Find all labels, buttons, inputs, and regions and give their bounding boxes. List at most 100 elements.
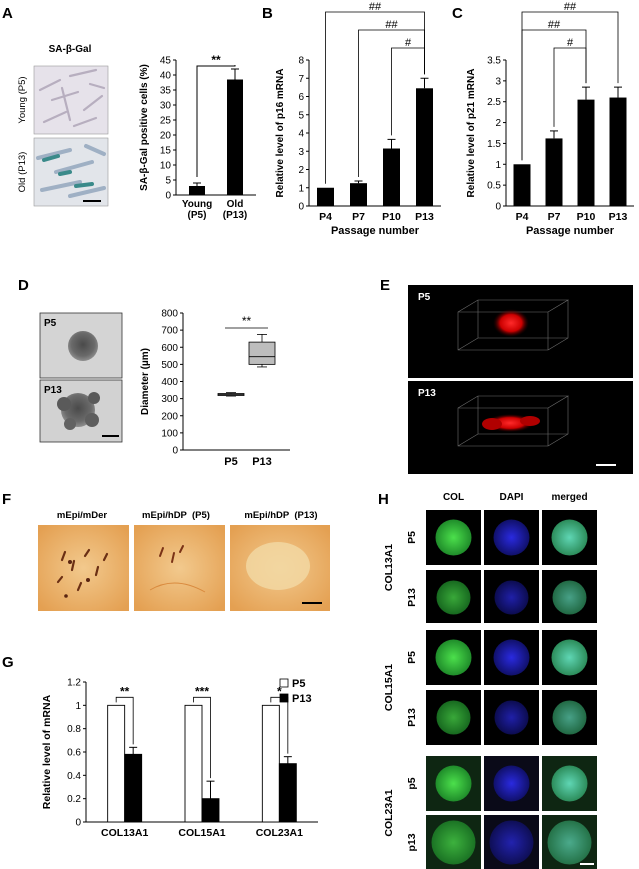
y-tick-label: 0	[495, 202, 501, 213]
panel-letter-f: F	[2, 491, 11, 508]
spheroid-signal	[551, 519, 588, 556]
chart-g: 0 0.2 0.4 0.6 0.8 1 1.2 Relative level of mRNA *…	[41, 678, 318, 839]
x-tick-label: P4	[516, 211, 529, 223]
bar	[577, 99, 595, 206]
mder-graft-image	[38, 525, 129, 611]
box	[248, 341, 276, 365]
p5-image-label: P5	[44, 318, 57, 329]
panel-letter-d: D	[18, 277, 29, 294]
bar-p13	[278, 763, 297, 823]
column-label: merged	[551, 492, 587, 503]
significance-label: #	[567, 37, 574, 49]
panel-letter-e: E	[380, 277, 390, 294]
spheroid-signal	[552, 700, 587, 735]
y-tick-label: 40	[160, 71, 172, 82]
significance-bracket	[115, 696, 134, 745]
y-tick-label: 1.5	[487, 139, 501, 150]
y-tick-label: 400	[161, 377, 178, 388]
p5-3d-label: P5	[418, 292, 431, 303]
bar-p13	[124, 753, 143, 823]
y-tick-label: 200	[161, 411, 178, 422]
spheroid-signal	[494, 700, 529, 735]
group-label: COL23A1	[383, 789, 395, 836]
y-tick-label: 3.5	[487, 56, 501, 67]
spheroid-signal	[436, 580, 471, 615]
x-tick-label: P10	[577, 211, 596, 223]
significance-bracket	[521, 11, 619, 161]
spheroid-signal	[493, 519, 530, 556]
significance-label: **	[211, 53, 221, 67]
y-tick-label: 100	[161, 428, 178, 439]
y-tick-label: 25	[160, 116, 172, 127]
panel-d: D P5 P13 0 100 200 300 400 500 600 700 800 Diamet…	[18, 277, 290, 468]
y-tick-label: 1	[298, 183, 304, 194]
significance-label: **	[120, 684, 130, 698]
panel-f: F mEpi/mDer mEpi/hDP (P5) mEpi/hDP (P13)	[2, 491, 330, 611]
bar	[383, 148, 400, 206]
hdp-p13-graft-image	[230, 525, 330, 611]
y-axis-label: SA-β-Gal positive cells (%)	[139, 64, 150, 191]
spheroid-signal	[489, 820, 534, 865]
young-row-label: Young (P5)	[17, 76, 28, 123]
y-tick-label: 1.2	[67, 678, 81, 689]
young-cells-image	[33, 65, 109, 135]
old-row-label: Old (P13)	[17, 152, 28, 193]
p13-3d-image: P13	[408, 381, 633, 474]
significance-label: *	[277, 684, 282, 698]
x-tick-label: COL15A1	[178, 827, 225, 839]
panel-letter-b: B	[262, 5, 273, 22]
y-tick-label: 2	[298, 165, 304, 176]
y-tick-label: 4	[298, 129, 304, 140]
y-axis-label: Diameter (µm)	[140, 348, 151, 415]
bar	[416, 88, 433, 206]
bar	[350, 183, 367, 206]
x-tick-label: COL13A1	[101, 827, 148, 839]
y-tick-label: 0.8	[67, 724, 81, 735]
column-label: COL	[443, 492, 464, 503]
spheroid-signal	[547, 820, 592, 865]
y-tick-label: 2	[495, 118, 501, 129]
x-tick-label: P4	[319, 211, 332, 223]
y-tick-label: 1	[75, 701, 81, 712]
y-tick-label: 700	[161, 326, 178, 337]
bar	[609, 97, 627, 206]
spheroid-signal	[435, 519, 472, 556]
y-tick-label: 0.2	[67, 794, 81, 805]
x-tick-label: (P5)	[188, 210, 207, 221]
y-tick-label: 30	[160, 101, 172, 112]
y-tick-label: 45	[160, 56, 172, 67]
bar-p5	[184, 704, 203, 823]
y-tick-label: 20	[160, 131, 172, 142]
panel-e: E P5 P13	[380, 277, 633, 474]
spheroid-signal	[493, 765, 530, 802]
panel-b: B 0 1 2 3 4 5 6 7 8 Relative level of p16 mRNA Pas…	[262, 1, 441, 237]
hdp-p5-graft-image	[134, 525, 225, 611]
significance-label: ##	[385, 19, 398, 31]
row-label: P5	[406, 531, 418, 544]
bar-p5	[261, 704, 280, 823]
y-tick-label: 5	[298, 110, 304, 121]
chart-c: 0 0.5 1 1.5 2 2.5 3 3.5 Relative level of p21 mR…	[466, 1, 634, 237]
p13-spheroid-image: P13	[39, 379, 123, 443]
spheroid-signal	[552, 580, 587, 615]
f-label-hdp-p13: mEpi/hDP (P13)	[244, 510, 317, 521]
significance-label: ##	[369, 1, 382, 13]
y-tick-label: 10	[160, 161, 172, 172]
bar	[513, 164, 531, 206]
y-tick-label: 0	[75, 818, 81, 829]
y-tick-label: 1	[495, 160, 501, 171]
spheroid-signal	[551, 765, 588, 802]
significance-label: ##	[564, 1, 577, 13]
x-tick-label: P13	[252, 456, 272, 468]
spheroid-signal	[435, 765, 472, 802]
panel-c: C 0 0.5 1 1.5 2 2.5 3 3.5 Relative level of p21 …	[452, 1, 634, 237]
row-label: p13	[406, 833, 418, 851]
significance-bracket	[391, 47, 425, 136]
legend-swatch	[279, 693, 289, 703]
significance-bracket	[196, 65, 236, 177]
old-cells-image	[33, 137, 109, 207]
x-tick-label: (P13)	[223, 210, 247, 221]
significance-bracket	[193, 696, 211, 779]
p13-3d-label: P13	[418, 388, 436, 399]
y-tick-label: 0.5	[487, 181, 501, 192]
